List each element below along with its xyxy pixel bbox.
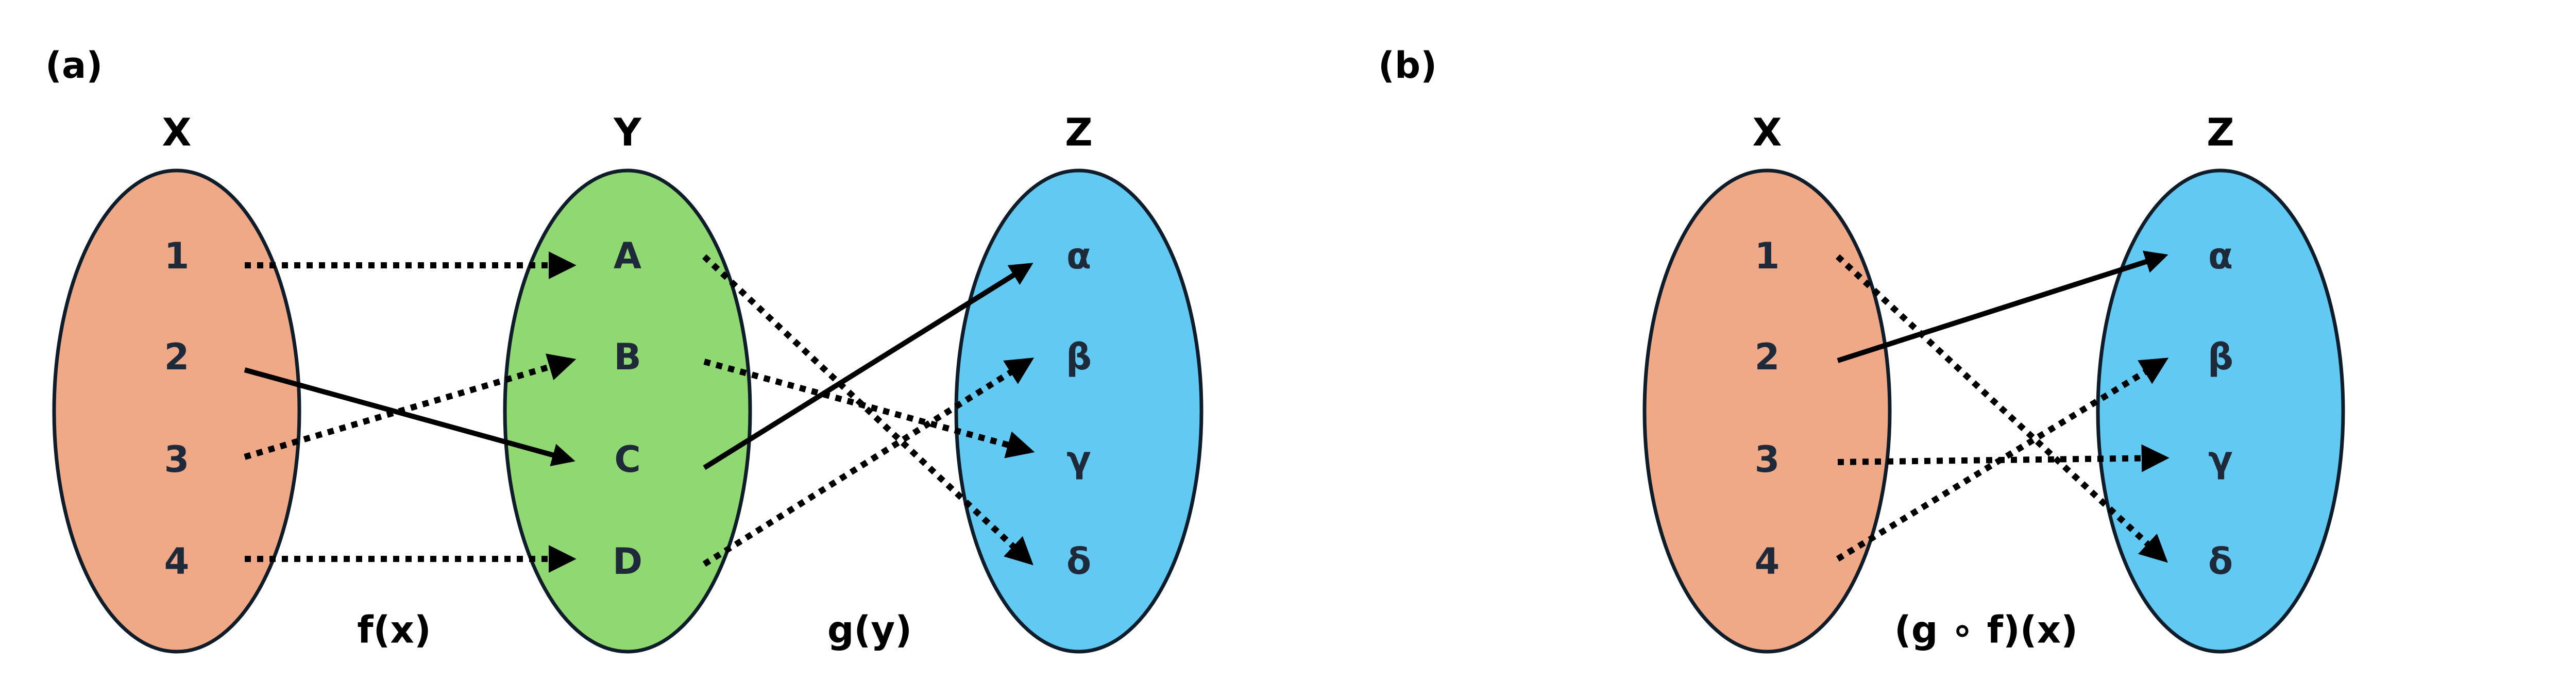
panel-b-label: (b) bbox=[1378, 44, 1437, 87]
panel-a-arrows-g bbox=[702, 254, 1035, 567]
panel-a-x-elem-2: 2 bbox=[164, 336, 190, 378]
panel-a-set-x-ellipse bbox=[52, 168, 301, 654]
panel-b-z-elem-delta: δ bbox=[2208, 540, 2233, 583]
panel-a-set-z-title: Z bbox=[1065, 111, 1093, 155]
panel-b-arrows-gf bbox=[1835, 250, 2170, 563]
panel-b-x-elem-1: 1 bbox=[1755, 235, 1780, 277]
panel-a-set-x: X 1 2 3 4 bbox=[52, 111, 301, 654]
panel-b-x-elem-3: 3 bbox=[1755, 438, 1780, 481]
panel-a-x-elem-3: 3 bbox=[164, 438, 190, 481]
panel-b-arrow-2-to-alpha bbox=[1837, 250, 2168, 363]
panel-b-z-elem-alpha: α bbox=[2208, 235, 2233, 277]
panel-a-set-x-title: X bbox=[162, 111, 191, 155]
panel-b-x-elem-4: 4 bbox=[1755, 540, 1780, 583]
panel-a-z-elem-gamma: γ bbox=[1066, 438, 1091, 481]
panel-a-z-elem-delta: δ bbox=[1066, 540, 1091, 583]
panel-b-set-z: Z α β γ δ bbox=[2096, 111, 2345, 654]
panel-a-y-elem-d: D bbox=[613, 540, 642, 583]
panel-b-z-elem-gamma: γ bbox=[2208, 438, 2233, 481]
panel-b-x-elem-2: 2 bbox=[1755, 336, 1780, 378]
panel-b-set-z-ellipse bbox=[2096, 168, 2345, 654]
panel-b-set-z-title: Z bbox=[2207, 111, 2234, 155]
panel-b-set-x: X 1 2 3 4 bbox=[1642, 111, 1892, 654]
panel-a-arrow-c-to-alpha bbox=[703, 263, 1033, 470]
panel-b-z-elem-beta: β bbox=[2208, 336, 2233, 378]
panel-a-y-elem-c: C bbox=[614, 438, 640, 481]
panel-b: (b) X 1 2 3 4 Z α β γ δ (g ∘ f)(x) bbox=[1378, 44, 2345, 654]
panel-a-set-y-ellipse bbox=[503, 168, 752, 654]
panel-a-set-z: Z α β γ δ bbox=[954, 111, 1204, 654]
panel-a-set-y: Y A B C D bbox=[503, 111, 752, 654]
panel-b-set-x-title: X bbox=[1752, 111, 1782, 155]
panel-a-label-g: g(y) bbox=[827, 608, 912, 652]
panel-a-set-z-ellipse bbox=[954, 168, 1204, 654]
panel-a-arrows-f bbox=[244, 251, 577, 573]
panel-a-x-elem-1: 1 bbox=[164, 235, 190, 277]
panel-a-z-elem-alpha: α bbox=[1066, 235, 1091, 277]
panel-a-arrow-2-to-c bbox=[244, 367, 575, 467]
panel-a-y-elem-a: A bbox=[614, 235, 641, 277]
panel-a-label: (a) bbox=[45, 44, 103, 87]
panel-a-arrow-d-to-beta bbox=[702, 357, 1035, 567]
panel-a-arrow-a-to-delta bbox=[702, 254, 1033, 566]
panel-a-x-elem-4: 4 bbox=[164, 540, 190, 583]
panel-b-set-x-ellipse bbox=[1642, 168, 1892, 654]
panel-a-label-f: f(x) bbox=[357, 608, 431, 652]
panel-b-label-gf: (g ∘ f)(x) bbox=[1894, 608, 2078, 652]
panel-a-z-elem-beta: β bbox=[1066, 336, 1092, 378]
panel-a-set-y-title: Y bbox=[613, 111, 642, 155]
panel-a: (a) X 1 2 3 4 Y A B C D Z α β γ δ bbox=[45, 44, 1204, 654]
panel-b-arrow-4-to-beta bbox=[1836, 357, 2169, 562]
panel-a-y-elem-b: B bbox=[614, 336, 641, 378]
